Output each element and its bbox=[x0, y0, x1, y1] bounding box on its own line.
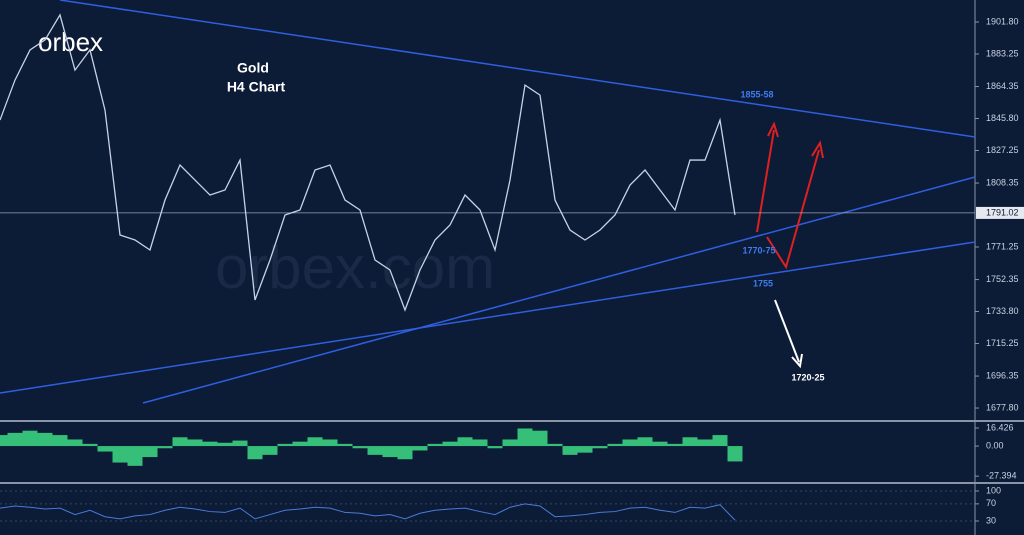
y-tick-label: 1864.35 bbox=[986, 81, 1019, 91]
y-tick-label: 1733.80 bbox=[986, 306, 1019, 316]
annotation: 1770-75 bbox=[742, 245, 775, 255]
price-label: 1791.02 bbox=[986, 207, 1019, 217]
oscillator-bar bbox=[592, 446, 608, 449]
y-tick-label: 100 bbox=[986, 485, 1001, 495]
oscillator-bar bbox=[52, 435, 68, 447]
oscillator-bar bbox=[187, 439, 203, 447]
oscillator-bar bbox=[67, 439, 83, 447]
chart-title: Gold bbox=[237, 60, 269, 76]
white-arrow bbox=[774, 299, 803, 369]
oscillator-bar bbox=[427, 443, 443, 447]
oscillator-bar bbox=[367, 446, 383, 455]
oscillator-bar bbox=[547, 443, 563, 447]
oscillator-bar bbox=[202, 441, 218, 447]
oscillator-bar bbox=[397, 446, 413, 460]
oscillator-bar bbox=[0, 435, 8, 447]
oscillator-bar bbox=[487, 446, 503, 449]
oscillator-bar bbox=[607, 443, 623, 447]
oscillator-bar bbox=[127, 446, 143, 466]
oscillator-bar bbox=[682, 437, 698, 447]
trend-line bbox=[59, 0, 976, 138]
chart-subtitle: H4 Chart bbox=[227, 79, 286, 95]
y-tick-label: 1901.80 bbox=[986, 16, 1019, 26]
oscillator-bar bbox=[502, 439, 518, 447]
y-tick-label: 1696.35 bbox=[986, 370, 1019, 380]
oscillator-bar bbox=[277, 443, 293, 447]
oscillator-bar bbox=[247, 446, 263, 460]
price-tag bbox=[976, 206, 1024, 219]
oscillator-bar bbox=[352, 446, 368, 449]
oscillator-bar bbox=[172, 437, 188, 447]
oscillator-bar bbox=[652, 441, 668, 447]
oscillator-bar bbox=[562, 446, 578, 455]
y-tick-label: 1808.35 bbox=[986, 177, 1019, 187]
oscillator-bar bbox=[292, 441, 308, 447]
oscillator-bar bbox=[82, 443, 98, 447]
annotation: 1855-58 bbox=[740, 89, 773, 99]
oscillator-bar bbox=[712, 435, 728, 447]
oscillator-bar bbox=[22, 430, 38, 447]
price-line bbox=[0, 13, 736, 312]
y-tick-label: 70 bbox=[986, 498, 996, 508]
oscillator-bar bbox=[532, 430, 548, 447]
y-tick-label: 1771.25 bbox=[986, 241, 1019, 251]
y-tick-label: 16.426 bbox=[986, 422, 1014, 432]
y-tick-label: 1883.25 bbox=[986, 48, 1019, 58]
oscillator-bar bbox=[307, 437, 323, 447]
oscillator-bar bbox=[262, 446, 278, 455]
oscillator-bar bbox=[622, 439, 638, 447]
oscillator-bar bbox=[697, 439, 713, 447]
y-tick-label: 1827.25 bbox=[986, 145, 1019, 155]
red-arrows bbox=[756, 121, 824, 270]
oscillator-bar bbox=[337, 443, 353, 447]
oscillator-bar bbox=[97, 446, 113, 452]
oscillator-bar bbox=[472, 439, 488, 447]
annotation: 1755 bbox=[753, 278, 773, 288]
y-tick-label: -27.394 bbox=[986, 471, 1017, 481]
y-tick-label: 1845.80 bbox=[986, 113, 1019, 123]
oscillator-bar bbox=[517, 428, 533, 447]
oscillator-bar bbox=[112, 446, 128, 463]
oscillator-bar bbox=[37, 432, 53, 447]
rsi-line bbox=[0, 503, 736, 521]
oscillator-bar bbox=[727, 446, 743, 462]
annotation: 1720-25 bbox=[791, 372, 824, 382]
oscillator-bar bbox=[322, 439, 338, 447]
oscillator-bar bbox=[577, 446, 593, 453]
oscillator-bar bbox=[412, 446, 428, 451]
oscillator-bar bbox=[637, 437, 653, 447]
oscillator-bar bbox=[442, 441, 458, 447]
watermark: orbex.com bbox=[215, 234, 495, 301]
y-tick-label: 1752.35 bbox=[986, 274, 1019, 284]
oscillator-bar bbox=[142, 446, 158, 458]
oscillator-bar bbox=[667, 443, 683, 447]
oscillator-bar bbox=[217, 442, 233, 447]
oscillator-bar bbox=[157, 446, 173, 449]
y-tick-label: 1677.80 bbox=[986, 402, 1019, 412]
trend-line bbox=[0, 241, 976, 394]
y-tick-label: 0.00 bbox=[986, 440, 1004, 450]
oscillator-bar bbox=[382, 446, 398, 458]
oscillator-bar bbox=[457, 437, 473, 447]
oscillator-bar bbox=[232, 440, 248, 447]
y-tick-label: 30 bbox=[986, 515, 996, 525]
y-tick-label: 1715.25 bbox=[986, 338, 1019, 348]
trend-line bbox=[142, 176, 976, 404]
oscillator-bar bbox=[7, 432, 23, 447]
